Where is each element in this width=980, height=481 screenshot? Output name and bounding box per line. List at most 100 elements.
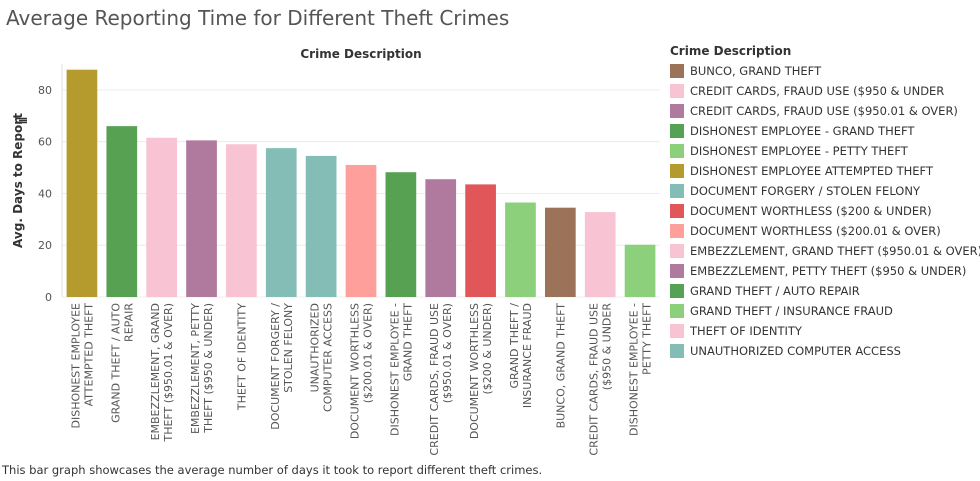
- x-tick-label: ($950.01 & OVER): [441, 303, 454, 403]
- legend-swatch: [670, 304, 684, 318]
- legend-item[interactable]: EMBEZZLEMENT, PETTY THEFT ($950 & UNDER): [670, 261, 975, 281]
- x-tick-label: BUNCO, GRAND THEFT: [554, 303, 567, 429]
- legend-label: EMBEZZLEMENT, GRAND THEFT ($950.01 & OVE…: [690, 244, 980, 258]
- chart-title: Average Reporting Time for Different The…: [6, 6, 510, 30]
- legend-label: CREDIT CARDS, FRAUD USE ($950.01 & OVER): [690, 104, 958, 118]
- x-tick-label: GRAND THEFT: [401, 303, 414, 382]
- x-tick-label: COMPUTER ACCESS: [322, 303, 335, 412]
- legend-label: THEFT OF IDENTITY: [690, 324, 802, 338]
- legend-label: DOCUMENT WORTHLESS ($200.01 & OVER): [690, 224, 941, 238]
- y-axis-label: Avg. Days to Report: [11, 113, 25, 248]
- legend: Crime Description BUNCO, GRAND THEFT CRED…: [670, 44, 980, 361]
- x-tick-label: UNAUTHORIZED: [309, 303, 322, 392]
- bar: [505, 202, 536, 297]
- x-tick-label: THEFT ($950 & UNDER): [202, 303, 215, 434]
- legend-item[interactable]: UNAUTHORIZED COMPUTER ACCESS: [670, 341, 975, 361]
- legend-swatch: [670, 124, 684, 138]
- legend-swatch: [670, 244, 684, 258]
- x-tick-label: THEFT ($950.01 & OVER): [162, 303, 175, 443]
- y-tick-label: 60: [38, 136, 52, 149]
- legend-swatch: [670, 144, 684, 158]
- legend-item[interactable]: DISHONEST EMPLOYEE - PETTY THEFT: [670, 141, 975, 161]
- bar: [186, 140, 217, 297]
- legend-swatch: [670, 84, 684, 98]
- x-tick-label: ($950 & UNDER: [601, 303, 614, 391]
- bar: [345, 164, 377, 297]
- x-tick-label: EMBEZZLEMENT, PETTY: [189, 303, 202, 434]
- legend-item[interactable]: BUNCO, GRAND THEFT: [670, 61, 975, 81]
- legend-label: UNAUTHORIZED COMPUTER ACCESS: [690, 344, 901, 358]
- legend-swatch: [670, 184, 684, 198]
- x-tick-label: CREDIT CARDS, FRAUD USE: [428, 303, 441, 456]
- legend-item[interactable]: GRAND THEFT / AUTO REPAIR: [670, 281, 975, 301]
- bar-chart: Crime Description Avg. Days to Report 0 20 4…: [11, 47, 660, 456]
- x-tick-label: EMBEZZLEMENT, GRAND: [149, 303, 162, 440]
- y-tick-label: 0: [45, 291, 52, 304]
- legend-swatch: [670, 224, 684, 238]
- bar: [305, 155, 337, 297]
- legend-swatch: [670, 104, 684, 118]
- legend-items: BUNCO, GRAND THEFT CREDIT CARDS, FRAUD US…: [670, 61, 980, 361]
- legend-item[interactable]: THEFT OF IDENTITY: [670, 321, 975, 341]
- legend-item[interactable]: DISHONEST EMPLOYEE - GRAND THEFT: [670, 121, 975, 141]
- legend-label: DOCUMENT WORTHLESS ($200 & UNDER): [690, 204, 932, 218]
- x-tick-label: ($200 & UNDER): [481, 303, 494, 395]
- bar: [465, 184, 496, 297]
- legend-swatch: [670, 264, 684, 278]
- x-tick-label: ATTEMPTED THEFT: [82, 303, 95, 407]
- bar: [226, 144, 257, 297]
- bar: [584, 212, 616, 297]
- x-tick-label: DOCUMENT FORGERY /: [269, 303, 282, 430]
- x-tick-label: GRAND THEFT / AUTO: [109, 303, 122, 423]
- legend-item[interactable]: DOCUMENT FORGERY / STOLEN FELONY: [670, 181, 975, 201]
- x-tick-label: DOCUMENT WORTHLESS: [468, 303, 481, 439]
- x-tick-label: DISHONEST EMPLOYEE -: [388, 303, 401, 436]
- legend-label: GRAND THEFT / AUTO REPAIR: [690, 284, 860, 298]
- legend-item[interactable]: DOCUMENT WORTHLESS ($200 & UNDER): [670, 201, 975, 221]
- legend-label: DISHONEST EMPLOYEE - PETTY THEFT: [690, 144, 908, 158]
- legend-swatch: [670, 164, 684, 178]
- x-tick-label: STOLEN FELONY: [282, 303, 295, 393]
- y-tick-label: 20: [38, 239, 52, 252]
- bar: [66, 69, 98, 297]
- legend-swatch: [670, 284, 684, 298]
- chart-caption: This bar graph showcases the average num…: [2, 463, 543, 477]
- legend-swatch: [670, 344, 684, 358]
- bar: [385, 172, 417, 297]
- bar: [146, 137, 178, 297]
- x-tick-label: CREDIT CARDS, FRAUD USE: [588, 303, 601, 456]
- legend-item[interactable]: DOCUMENT WORTHLESS ($200.01 & OVER): [670, 221, 975, 241]
- column-header: Crime Description: [300, 47, 421, 61]
- legend-label: EMBEZZLEMENT, PETTY THEFT ($950 & UNDER): [690, 264, 967, 278]
- x-tick-label: DISHONEST EMPLOYEE: [69, 303, 82, 429]
- bar: [265, 148, 297, 297]
- legend-item[interactable]: GRAND THEFT / INSURANCE FRAUD: [670, 301, 975, 321]
- legend-swatch: [670, 204, 684, 218]
- x-tick-label: DOCUMENT WORTHLESS: [349, 303, 362, 439]
- x-tick-label: DISHONEST EMPLOYEE -: [628, 303, 641, 436]
- x-tick-label: THEFT OF IDENTITY: [235, 303, 248, 411]
- x-tick-label: INSURANCE FRAUD: [521, 303, 534, 408]
- legend-label: DISHONEST EMPLOYEE - GRAND THEFT: [690, 124, 915, 138]
- legend-label: GRAND THEFT / INSURANCE FRAUD: [690, 304, 893, 318]
- legend-item[interactable]: CREDIT CARDS, FRAUD USE ($950.01 & OVER): [670, 101, 975, 121]
- legend-label: DISHONEST EMPLOYEE ATTEMPTED THEFT: [690, 164, 933, 178]
- legend-swatch: [670, 64, 684, 78]
- bar: [624, 244, 656, 297]
- legend-item[interactable]: CREDIT CARDS, FRAUD USE ($950 & UNDER: [670, 81, 975, 101]
- legend-swatch: [670, 324, 684, 338]
- x-tick-label: ($200.01 & OVER): [362, 303, 375, 403]
- legend-label: DOCUMENT FORGERY / STOLEN FELONY: [690, 184, 920, 198]
- legend-item[interactable]: EMBEZZLEMENT, GRAND THEFT ($950.01 & OVE…: [670, 241, 980, 261]
- x-tick-label: GRAND THEFT /: [508, 303, 521, 389]
- legend-label: CREDIT CARDS, FRAUD USE ($950 & UNDER: [690, 84, 945, 98]
- legend-item[interactable]: DISHONEST EMPLOYEE ATTEMPTED THEFT: [670, 161, 975, 181]
- bar: [106, 126, 138, 297]
- y-tick-label: 80: [38, 84, 52, 97]
- bar: [425, 179, 457, 297]
- bar: [544, 207, 576, 297]
- legend-title: Crime Description: [670, 44, 792, 58]
- legend-label: BUNCO, GRAND THEFT: [690, 64, 822, 78]
- x-tick-label: PETTY THEFT: [641, 303, 654, 375]
- x-tick-label: REPAIR: [122, 303, 135, 342]
